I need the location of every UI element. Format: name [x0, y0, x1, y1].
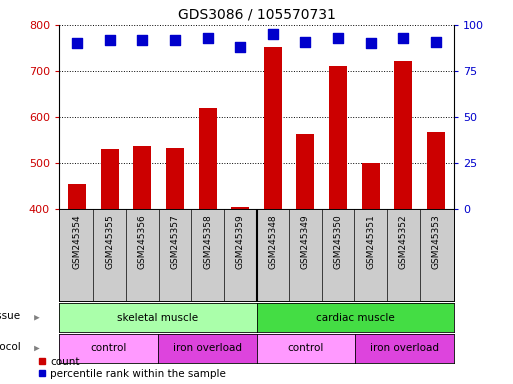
Point — [269, 31, 277, 37]
Title: GDS3086 / 105570731: GDS3086 / 105570731 — [177, 7, 336, 21]
Point — [301, 38, 309, 45]
Bar — [199, 108, 216, 209]
Text: cardiac muscle: cardiac muscle — [316, 313, 394, 323]
Bar — [166, 149, 184, 209]
Text: iron overload: iron overload — [370, 343, 439, 354]
Bar — [264, 47, 282, 209]
Text: GSM245356: GSM245356 — [138, 214, 147, 269]
Text: skeletal muscle: skeletal muscle — [117, 313, 199, 323]
Point — [432, 38, 440, 45]
Bar — [231, 207, 249, 209]
Text: GSM245353: GSM245353 — [431, 214, 441, 269]
Text: protocol: protocol — [0, 342, 21, 352]
Text: GSM245349: GSM245349 — [301, 214, 310, 268]
Text: control: control — [90, 343, 127, 354]
Bar — [394, 61, 412, 209]
Legend: count, percentile rank within the sample: count, percentile rank within the sample — [38, 357, 226, 379]
Text: GSM245354: GSM245354 — [72, 214, 82, 268]
Bar — [427, 132, 445, 209]
Text: GSM245357: GSM245357 — [170, 214, 180, 269]
Text: GSM245348: GSM245348 — [268, 214, 278, 268]
Point — [367, 40, 375, 46]
Point — [138, 36, 146, 43]
Text: GSM245359: GSM245359 — [235, 214, 245, 269]
Text: iron overload: iron overload — [172, 343, 242, 354]
Text: GSM245351: GSM245351 — [366, 214, 375, 269]
Bar — [68, 184, 86, 209]
Text: GSM245358: GSM245358 — [203, 214, 212, 269]
Bar — [297, 134, 314, 209]
Point — [399, 35, 407, 41]
Text: tissue: tissue — [0, 311, 21, 321]
Point — [73, 40, 81, 46]
Point — [236, 44, 244, 50]
Point — [106, 36, 114, 43]
Text: GSM245350: GSM245350 — [333, 214, 343, 269]
Point — [171, 36, 179, 43]
Text: GSM245355: GSM245355 — [105, 214, 114, 269]
Point — [334, 35, 342, 41]
Text: control: control — [288, 343, 324, 354]
Bar — [101, 149, 119, 209]
Bar — [329, 66, 347, 209]
Bar — [362, 163, 380, 209]
Text: GSM245352: GSM245352 — [399, 214, 408, 268]
Point — [204, 35, 212, 41]
Bar — [133, 146, 151, 209]
